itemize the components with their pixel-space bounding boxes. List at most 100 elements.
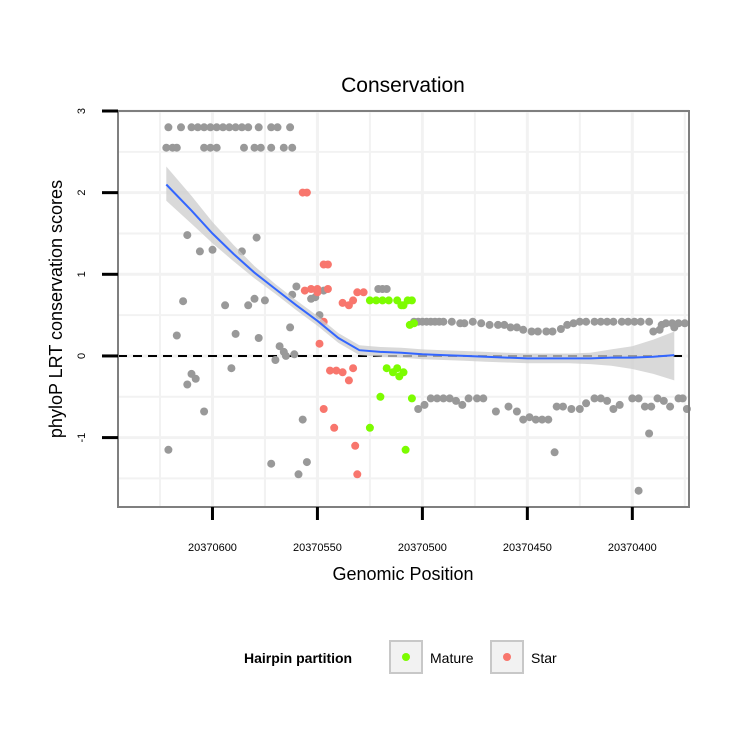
y-tick-label: 1 [76,271,88,277]
data-point-other [164,445,173,454]
data-point-star [338,368,347,377]
smooth-trend-line [165,183,675,360]
data-point-star [351,441,360,450]
data-point-other [548,327,557,336]
data-point-other [655,325,664,334]
data-point-other [636,317,645,326]
data-point-other [172,331,181,340]
data-point-other [538,415,547,424]
data-point-other [250,143,259,152]
data-point-other [552,402,561,411]
data-point-other [206,123,215,132]
y-tick-label: 2 [76,190,88,196]
x-tick-label: 20370400 [608,542,657,554]
data-point-other [273,123,282,132]
data-point-other [649,327,658,336]
data-point-other [162,143,171,152]
data-point-other [191,374,200,383]
data-point-other [640,402,649,411]
data-point-other [254,334,263,342]
data-point-other [200,143,209,152]
data-point-other [569,319,578,328]
data-point-other [227,364,236,373]
data-point-mature [378,296,387,305]
y-tick-label: 3 [76,108,88,114]
data-point-other [187,123,196,132]
data-point-other [286,323,295,332]
data-point-other [458,400,467,409]
data-point-other [298,415,307,424]
data-point-mature [401,445,410,454]
data-point-other [267,143,276,152]
data-point-other [479,394,488,403]
data-point-other [624,317,633,326]
data-point-other [615,400,624,409]
data-point-other [414,405,423,413]
legend-dot-star [503,653,511,661]
data-point-other [193,123,202,132]
data-point-other [252,233,261,242]
x-tick-label: 20370450 [503,542,552,554]
data-point-other [661,319,670,328]
data-point-star [315,339,324,348]
data-point-other [680,319,689,328]
data-point-mature [397,301,406,310]
data-point-other [628,394,637,403]
data-point-mature [407,394,416,403]
data-point-other [582,399,591,408]
data-point-star [302,188,311,197]
data-point-other [590,394,599,403]
data-point-other [468,317,477,326]
data-point-other [485,320,494,329]
data-point-star [353,288,362,297]
data-point-other [544,415,553,424]
data-point-other [294,470,303,479]
data-point-other [603,317,612,326]
data-point-other [183,231,192,240]
data-point-other [653,394,662,403]
data-point-other [292,282,301,291]
data-point-other [519,325,528,334]
data-point-other [531,415,540,424]
data-point-mature [376,392,385,401]
data-point-other [426,394,435,403]
data-point-other [527,327,536,336]
data-point-other [609,405,618,413]
axes: 20370600 20370550 20370500 20370450 20370400… [76,108,657,554]
plot-area [117,109,691,508]
data-point-other [172,143,181,152]
data-point-other [231,329,240,338]
legend-title: Hairpin partition [244,650,352,666]
data-point-star [338,298,347,307]
data-point-other [267,459,276,468]
data-point-star [344,376,353,385]
data-point-other [678,394,687,403]
data-point-star [349,296,358,305]
data-point-other [256,143,265,152]
data-point-other [500,320,509,329]
data-point-other [254,123,263,132]
data-point-other [525,413,534,422]
data-point-other [645,429,654,438]
data-point-other [445,394,454,403]
data-point-other [267,123,276,132]
data-point-other [420,400,429,409]
data-point-other [647,402,656,411]
data-point-other [582,317,591,326]
panel-border [117,110,690,508]
data-point-other [244,301,253,310]
data-point-other [279,347,288,356]
data-point-other [439,394,448,403]
data-point-other [244,123,253,132]
x-tick-label: 20370500 [398,542,447,554]
y-tick-label: -1 [76,433,88,443]
x-axis-title: Genomic Position [332,564,473,584]
data-point-mature [407,296,416,305]
data-point-other [645,317,654,326]
data-point-other [302,458,311,467]
data-point-other [590,317,599,326]
data-point-other [473,394,481,403]
data-point-star [359,288,368,297]
data-point-other [433,394,442,403]
